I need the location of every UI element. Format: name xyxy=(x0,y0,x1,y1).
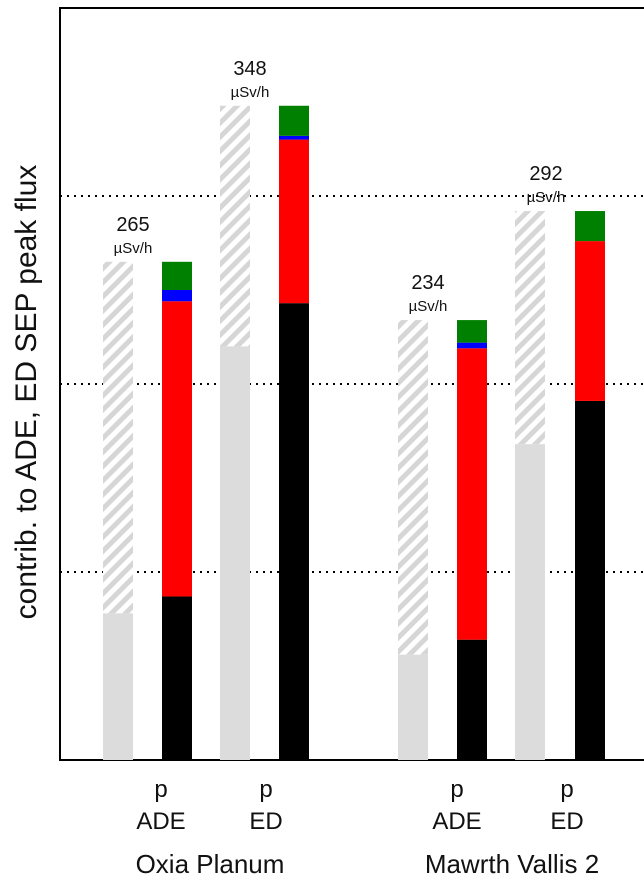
hatched-bar-segment xyxy=(398,320,428,655)
stacked-bar-segment xyxy=(162,261,192,290)
stacked-bar-segment xyxy=(457,639,487,760)
stacked-bar-segment xyxy=(279,105,309,136)
x-tick-label-ed: ED xyxy=(249,808,282,835)
bar-value-label: 234 xyxy=(411,272,444,294)
bar-unit-label: µSv/h xyxy=(231,84,270,101)
stacked-bar-segment xyxy=(279,303,309,760)
x-tick-label-ade: ADE xyxy=(136,808,185,835)
hatched-bar-segment xyxy=(220,105,250,347)
gridlines xyxy=(60,195,644,573)
x-tick-label-p: p xyxy=(154,776,167,803)
x-tick-label-p: p xyxy=(560,776,573,803)
bar-value-label: 265 xyxy=(116,214,149,236)
bar-value-label: 292 xyxy=(529,163,562,185)
group-label-mawrth-vallis-2: Mawrth Vallis 2 xyxy=(425,849,599,879)
stacked-bar-segment xyxy=(162,301,192,597)
stacked-bar-segment xyxy=(575,241,605,401)
stacked-bar-segment xyxy=(279,139,309,304)
x-tick-label-ed: ED xyxy=(550,808,583,835)
gray-bar-segment xyxy=(220,346,250,760)
stacked-bar-segment xyxy=(457,348,487,640)
x-tick-label-p: p xyxy=(450,776,463,803)
plot-frame xyxy=(59,7,644,761)
bar-value-label: 348 xyxy=(233,58,266,80)
bar-unit-label: µSv/h xyxy=(527,189,566,206)
stacked-bar-segment xyxy=(575,211,605,242)
stacked-bar-segment xyxy=(457,320,487,343)
hatched-bar-segment xyxy=(103,261,133,614)
x-tick-label-ade: ADE xyxy=(432,808,481,835)
stacked-bar-segment xyxy=(162,290,192,302)
bar-unit-label: µSv/h xyxy=(409,298,448,315)
hatched-bar-segment xyxy=(515,211,545,445)
group-label-oxia-planum: Oxia Planum xyxy=(136,849,285,879)
y-axis-label: contrib. to ADE, ED SEP peak flux xyxy=(10,165,43,620)
stacked-bar-segment xyxy=(457,342,487,349)
bars xyxy=(103,105,605,760)
stacked-bar-segment xyxy=(162,596,192,760)
gray-bar-segment xyxy=(103,613,133,760)
stacked-bar-segment xyxy=(279,135,309,140)
stacked-bar-segment xyxy=(575,400,605,760)
bar-unit-label: µSv/h xyxy=(114,240,153,257)
gray-bar-segment xyxy=(398,654,428,760)
x-tick-label-p: p xyxy=(259,776,272,803)
value-labels: 265 µSv/h 348 µSv/h 234 µSv/h 292 µSv/h xyxy=(114,58,566,315)
gray-bar-segment xyxy=(515,444,545,760)
